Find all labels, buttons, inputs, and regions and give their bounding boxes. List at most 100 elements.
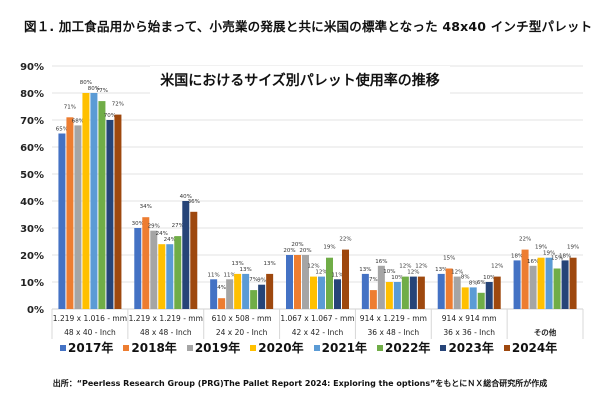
bar bbox=[437, 273, 445, 309]
legend-label: 2023年 bbox=[448, 341, 494, 355]
bar bbox=[445, 268, 453, 309]
x-tick-label: 48 x 40 - Inch bbox=[64, 328, 116, 337]
x-tick-label: 36 x 48 - Inch bbox=[368, 328, 420, 337]
data-label: 12% bbox=[407, 270, 419, 276]
data-label: 13% bbox=[359, 267, 371, 273]
data-label: 27% bbox=[172, 223, 184, 229]
x-tick-label: 610 x 508 - mm bbox=[212, 314, 272, 323]
data-label: 8% bbox=[461, 274, 470, 280]
data-label: 12% bbox=[491, 264, 503, 270]
data-label: 11% bbox=[224, 272, 236, 278]
y-tick-label: 60% bbox=[20, 143, 44, 154]
legend-swatch bbox=[186, 344, 193, 351]
bar bbox=[401, 276, 409, 309]
data-label: 20% bbox=[299, 248, 311, 254]
bar bbox=[234, 273, 242, 309]
bar bbox=[461, 287, 469, 309]
bar bbox=[182, 201, 190, 309]
bar bbox=[545, 257, 553, 309]
bar bbox=[342, 249, 349, 309]
data-label: 19% bbox=[543, 251, 555, 257]
bar bbox=[166, 244, 174, 309]
bar bbox=[417, 276, 425, 309]
legend-swatch bbox=[377, 344, 384, 351]
bar bbox=[369, 290, 377, 309]
bar bbox=[513, 260, 521, 309]
bar bbox=[66, 117, 74, 309]
y-tick-label: 40% bbox=[20, 197, 44, 208]
data-label: 6% bbox=[477, 280, 486, 286]
legend-item: 2022年 bbox=[377, 339, 430, 356]
legend-item: 2018年 bbox=[123, 339, 177, 356]
x-tick-label: 36 x 36 - Inch bbox=[443, 328, 495, 337]
data-label: 11% bbox=[331, 272, 343, 278]
bar bbox=[150, 230, 158, 309]
legend-item: 2019年 bbox=[186, 339, 241, 356]
bar bbox=[521, 249, 529, 309]
data-label: 20% bbox=[283, 248, 295, 254]
bar bbox=[569, 257, 577, 309]
data-label: 24% bbox=[164, 237, 176, 243]
bar bbox=[158, 244, 166, 309]
data-label: 24% bbox=[156, 231, 168, 237]
data-label: 12% bbox=[315, 270, 327, 276]
data-label: 12% bbox=[307, 264, 319, 270]
y-tick-label: 10% bbox=[20, 278, 44, 289]
x-tick-label: 24 x 20 - Inch bbox=[216, 328, 268, 337]
x-tick-label: 48 x 48 - Inch bbox=[140, 328, 192, 337]
chart-legend: 2017年 2018年 2019年 2020年 2021年 2022年 2023年 2024年 bbox=[60, 339, 557, 356]
data-label: 8% bbox=[469, 280, 478, 286]
x-tick-label: 1.067 x 1.067 - mm bbox=[280, 314, 354, 323]
bar bbox=[409, 276, 417, 309]
data-label: 7% bbox=[369, 277, 378, 283]
chart-title: 米国におけるサイズ別パレット使用率の推移 bbox=[150, 66, 450, 94]
legend-label: 2019年 bbox=[194, 341, 241, 355]
bar bbox=[469, 287, 477, 309]
data-label: 9% bbox=[257, 278, 266, 284]
data-label: 20% bbox=[291, 242, 303, 248]
data-label: 13% bbox=[240, 267, 252, 273]
bar bbox=[250, 290, 258, 309]
bar bbox=[385, 282, 393, 309]
data-label: 15% bbox=[551, 256, 563, 262]
bar bbox=[82, 93, 90, 309]
legend-label: 2020年 bbox=[258, 341, 304, 355]
y-tick-label: 90% bbox=[20, 62, 44, 73]
bar bbox=[98, 101, 106, 309]
legend-swatch bbox=[123, 344, 130, 351]
bar bbox=[134, 228, 142, 309]
bar bbox=[74, 125, 82, 310]
data-label: 18% bbox=[511, 253, 523, 259]
x-tick-label: 914 x 914 mm bbox=[442, 314, 497, 323]
data-label: 29% bbox=[148, 224, 160, 230]
bar bbox=[477, 292, 485, 309]
data-label: 22% bbox=[519, 237, 531, 243]
bar bbox=[190, 211, 198, 309]
bar bbox=[318, 276, 325, 309]
bar bbox=[485, 282, 493, 309]
bar bbox=[174, 236, 182, 309]
data-label: 34% bbox=[140, 204, 152, 210]
data-label: 12% bbox=[451, 270, 463, 276]
bar bbox=[142, 217, 150, 309]
bar bbox=[242, 273, 250, 309]
y-tick-label: 80% bbox=[20, 89, 44, 100]
bar bbox=[310, 276, 317, 309]
bar bbox=[361, 273, 369, 309]
bar bbox=[218, 298, 226, 309]
legend-item: 2021年 bbox=[313, 339, 368, 356]
legend-swatch bbox=[60, 344, 66, 351]
bar bbox=[106, 120, 114, 309]
y-tick-label: 50% bbox=[20, 170, 44, 181]
x-tick-label: その他 bbox=[534, 327, 557, 337]
data-label: 68% bbox=[72, 118, 84, 124]
data-label: 7% bbox=[249, 277, 258, 283]
legend-swatch bbox=[250, 344, 257, 351]
data-label: 30% bbox=[132, 221, 144, 227]
data-label: 19% bbox=[535, 245, 547, 251]
legend-label: 2021年 bbox=[321, 341, 368, 355]
data-label: 10% bbox=[391, 275, 403, 281]
data-label: 40% bbox=[180, 194, 192, 200]
source-note: 出所：“Peerless Research Group (PRG)The Pal… bbox=[52, 379, 548, 388]
